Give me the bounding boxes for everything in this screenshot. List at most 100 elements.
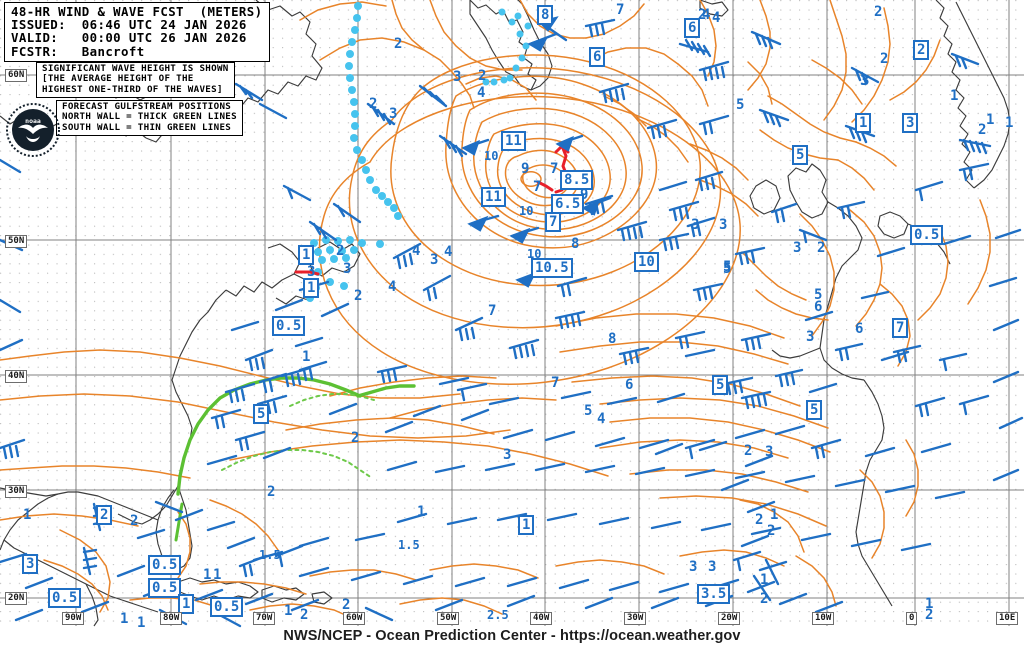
wave-contour-label: 1 <box>950 88 959 104</box>
wave-contour-label: 4 <box>444 244 453 260</box>
wave-height-highlight: 0.5 <box>210 597 244 617</box>
wave-contour-label: 1 <box>986 112 995 128</box>
longitude-label: 70W <box>253 612 276 625</box>
wave-contour-label: 3 <box>793 240 802 256</box>
wave-height-highlight: 7 <box>892 318 909 338</box>
wave-contour-label: 6 <box>814 299 823 315</box>
wave-contour-label: 1 <box>213 567 222 583</box>
longitude-label: 50W <box>437 612 460 625</box>
wave-contour-label: 6 <box>625 377 634 393</box>
wave-contour-label: 3 <box>708 559 717 575</box>
wave-contour-label: 5 <box>723 261 732 277</box>
wave-contour-label: 2 <box>354 288 363 304</box>
wave-contour-label: 9 <box>521 161 530 177</box>
wave-contour-label: 3 <box>307 264 316 280</box>
wave-contour-label: 1 <box>760 572 769 588</box>
wave-height-highlight: 6 <box>684 18 701 38</box>
wind-barbs <box>0 16 1024 628</box>
wave-contour-label: 4 <box>388 279 397 295</box>
wave-height-highlight: 2 <box>96 505 113 525</box>
wave-height-highlight: 10.5 <box>531 258 573 278</box>
wave-contour-label: 2 <box>755 512 764 528</box>
wave-contour-label: 6 <box>855 321 864 337</box>
wave-contour-label: 10 <box>519 204 534 218</box>
wave-height-highlight: 7 <box>545 212 562 232</box>
wave-height-highlight: 1 <box>855 113 872 133</box>
wave-contour-label: 2 <box>478 68 487 84</box>
wave-contour-label: 2 <box>130 513 139 529</box>
ice-edge <box>306 2 532 302</box>
wave-contour-label: 1.5 <box>398 538 420 552</box>
wave-contour-label: 1 <box>120 611 129 627</box>
wave-contour-label: 3 <box>806 329 815 345</box>
wave-contour-label: 3 <box>503 447 512 463</box>
noaa-logo: noaa <box>6 103 60 157</box>
longitude-label: 40W <box>530 612 553 625</box>
gulfstream-south-wall <box>221 449 373 479</box>
wave-contour-label: 2 <box>880 51 889 67</box>
wave-contour-label: 2 <box>342 597 351 613</box>
wave-height-highlight: 1 <box>178 594 195 614</box>
wave-contour-label: 7 <box>551 375 560 391</box>
longitude-label: 0 <box>906 612 918 625</box>
longitude-label: 90W <box>62 612 85 625</box>
wave-height-highlight: 2 <box>913 40 930 60</box>
wave-height-highlight: 5 <box>253 404 270 424</box>
wave-height-highlight: 1 <box>518 515 535 535</box>
wave-height-highlight: 0.5 <box>272 316 306 336</box>
wave-height-highlight: 1 <box>298 245 315 265</box>
longitude-label: 30W <box>624 612 647 625</box>
wave-height-highlight: 11 <box>501 131 526 151</box>
wave-contour-label: 1 <box>770 507 779 523</box>
wave-height-highlight: 3 <box>22 554 39 574</box>
wave-height-highlight: 8 <box>537 5 554 25</box>
noaa-logo-text: noaa <box>25 117 41 125</box>
source-caption: NWS/NCEP - Ocean Prediction Center - htt… <box>283 628 741 644</box>
latitude-label: 50N <box>5 235 28 248</box>
wave-height-highlight: 5 <box>712 375 729 395</box>
wave-contour-label: 1 <box>137 615 146 631</box>
longitude-label: 10E <box>996 612 1019 625</box>
latitude-label: 30N <box>5 485 28 498</box>
longitude-label: 60W <box>343 612 366 625</box>
gulfstream-florida-segment <box>174 502 184 542</box>
wave-contour-label: 1 <box>23 507 32 523</box>
gulfstream-legend-note: FORECAST GULFSTREAM POSITIONS NORTH WALL… <box>56 100 243 137</box>
wave-contour-label: 5 <box>584 403 593 419</box>
wave-contour-label: 2 <box>760 591 769 607</box>
wave-contour-label: 8 <box>608 331 617 347</box>
wave-contour-label: 4 <box>702 7 711 23</box>
wave-contour-label: 3 <box>389 106 398 122</box>
wave-height-highlight: 5 <box>792 145 809 165</box>
wave-contour-label: 3 <box>453 69 462 85</box>
wave-contour-label: 7 <box>488 303 497 319</box>
wave-contour-label: 1 <box>1005 115 1014 131</box>
wave-contour-label: 3 <box>691 217 700 233</box>
wave-contour-label: 2.5 <box>487 608 509 622</box>
wave-contour-label: 3 <box>765 444 774 460</box>
wave-height-highlight: 6.5 <box>551 194 585 214</box>
latitude-label: 60N <box>5 69 28 82</box>
wave-contour-label: 2 <box>336 243 345 259</box>
wave-contour-label: 2 <box>267 484 276 500</box>
wave-contour-label: 4 <box>712 10 721 26</box>
wave-contour-label: 5 <box>723 259 732 275</box>
wave-contour-label: 2 <box>394 36 403 52</box>
wave-height-highlight: 11 <box>481 187 506 207</box>
wave-contour-label: 4 <box>477 85 486 101</box>
wave-contour-label: 1 <box>302 349 311 365</box>
wave-contour-label: 2 <box>300 607 309 623</box>
longitude-label: 20W <box>718 612 741 625</box>
wave-height-highlight: 3.5 <box>697 584 731 604</box>
wave-contour-label: 1 <box>925 596 934 612</box>
latitude-label: 40N <box>5 370 28 383</box>
wave-contour-label: 3 <box>719 217 728 233</box>
gulfstream-north-wall-east <box>356 384 416 398</box>
wave-height-highlight: 5 <box>806 400 823 420</box>
wave-height-highlight: 3 <box>902 113 919 133</box>
latitude-label: 20N <box>5 592 28 605</box>
wave-contour-label: 10 <box>527 247 542 261</box>
wave-contour-label: 7 <box>550 161 559 177</box>
wave-contour-label: 3 <box>689 559 698 575</box>
